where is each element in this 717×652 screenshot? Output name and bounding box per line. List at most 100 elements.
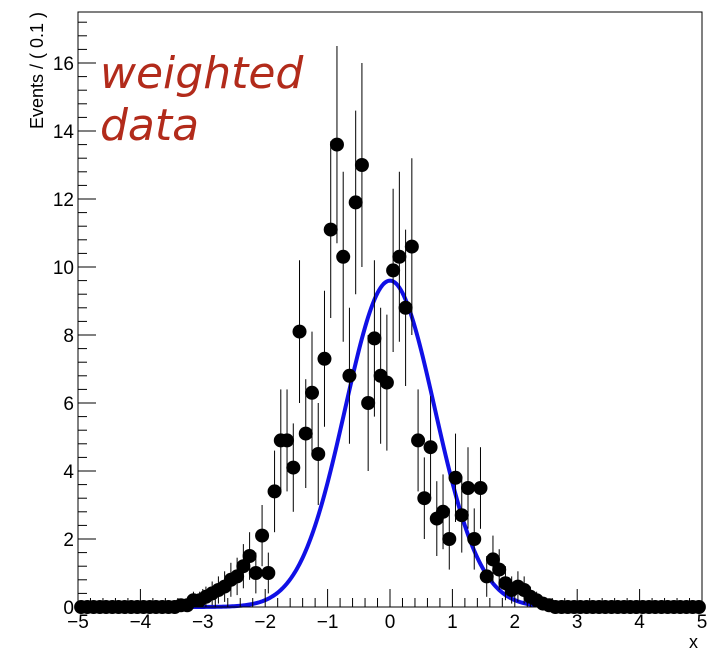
data-point (442, 508, 457, 570)
point-marker (354, 158, 369, 172)
data-point (411, 389, 426, 492)
data-point (248, 552, 263, 594)
point-marker (329, 137, 344, 152)
x-tick-label: 3 (572, 612, 583, 633)
x-tick-label: −2 (254, 612, 276, 633)
data-point (286, 423, 301, 512)
data-point (267, 450, 282, 533)
point-marker (386, 263, 401, 278)
point-marker (361, 396, 376, 410)
point-marker (298, 426, 313, 441)
point-marker (248, 566, 263, 580)
point-marker (473, 481, 488, 495)
data-point (379, 314, 394, 451)
data-point (354, 63, 369, 267)
data-point (311, 403, 326, 505)
point-marker (454, 508, 469, 523)
x-tick-label: −5 (67, 612, 89, 633)
point-marker (492, 562, 507, 577)
point-marker (292, 324, 307, 339)
point-marker (336, 249, 351, 264)
data-point (261, 552, 276, 594)
data-point (280, 389, 295, 492)
point-marker (230, 569, 245, 584)
point-marker (367, 331, 382, 346)
axes-layer (77, 11, 703, 608)
data-point (323, 141, 338, 318)
data-point (329, 46, 344, 244)
data-point (392, 171, 407, 342)
x-tick-label: −1 (317, 612, 339, 633)
x-tick-label: 2 (510, 612, 521, 633)
point-marker (404, 239, 419, 254)
data-point (361, 335, 376, 471)
data-point (479, 556, 494, 597)
point-marker (255, 528, 270, 543)
data-point (336, 171, 351, 342)
y-tick-label: 8 (63, 326, 74, 347)
data-point (292, 260, 307, 403)
point-marker (448, 470, 463, 485)
x-tick-label: −4 (130, 612, 152, 633)
y-tick-label: 16 (53, 54, 74, 75)
y-tick-label: 12 (53, 190, 74, 211)
point-marker (305, 385, 319, 400)
point-marker (417, 491, 432, 506)
data-point (236, 544, 251, 589)
y-tick-label: 10 (53, 258, 74, 279)
y-tick-label: 6 (63, 394, 74, 415)
point-marker (398, 300, 413, 315)
data-point (485, 535, 500, 584)
fit-layer (78, 278, 702, 609)
point-marker (436, 504, 451, 519)
y-tick-label: 0 (63, 598, 74, 619)
annotation-text: weighted data (100, 48, 304, 151)
data-point (386, 188, 401, 352)
point-marker (411, 433, 426, 448)
point-marker (317, 351, 332, 366)
point-marker (461, 481, 475, 495)
point-marker (342, 368, 357, 383)
x-tick-label: 1 (447, 612, 458, 633)
point-marker (323, 222, 338, 237)
point-marker (236, 559, 251, 574)
x-tick-label: −3 (192, 612, 214, 633)
annotation-line: weighted (100, 48, 304, 99)
data-point (467, 508, 482, 570)
point-marker (311, 447, 326, 461)
point-marker (479, 569, 494, 584)
y-tick-label: 2 (63, 530, 74, 551)
data-point (317, 290, 332, 427)
point-marker (379, 375, 394, 390)
x-tick-label: 4 (634, 612, 645, 633)
point-marker (392, 249, 407, 264)
data-point (461, 447, 475, 529)
x-tick-label: 0 (385, 612, 396, 633)
annotation-line: data (100, 100, 199, 151)
y-tick-label: 4 (63, 462, 74, 483)
point-marker (261, 566, 276, 580)
point-marker (485, 552, 500, 567)
point-marker (348, 195, 363, 210)
point-marker (286, 460, 301, 475)
data-point (404, 158, 419, 335)
x-tick-label: 5 (697, 612, 708, 633)
data-point (417, 457, 432, 539)
data-point (448, 433, 463, 522)
y-tick-label: 14 (53, 122, 75, 143)
data-point (298, 379, 313, 488)
data-point (473, 447, 488, 529)
point-marker (242, 549, 257, 563)
data-point (423, 396, 438, 499)
data-point (305, 331, 319, 454)
point-marker (467, 532, 482, 546)
data-point (367, 260, 382, 417)
y-axis-title: Events / ( 0.1 ) (27, 12, 47, 129)
x-axis-title: x (689, 632, 698, 652)
point-marker (280, 433, 295, 448)
data-point (255, 505, 270, 567)
data-point (398, 229, 413, 386)
point-marker (267, 484, 282, 499)
